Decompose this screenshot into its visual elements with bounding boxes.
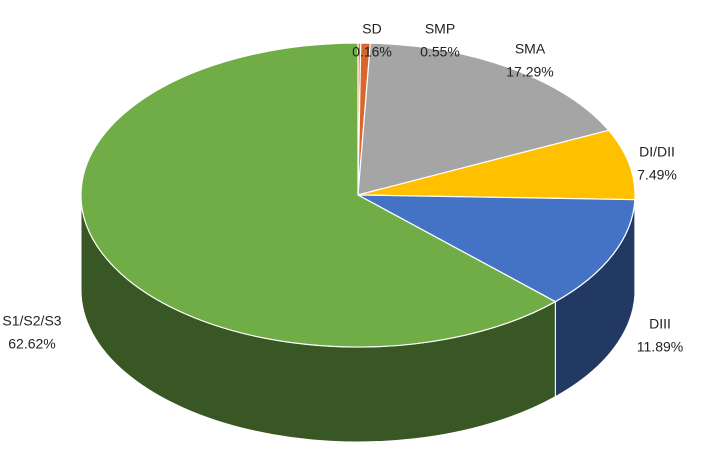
data-label-value: 11.89% [637, 339, 683, 355]
data-label-value: 17.29% [506, 64, 553, 80]
data-label-value: 62.62% [8, 336, 55, 352]
slice [357, 42, 610, 196]
data-label-name: SD [362, 21, 381, 37]
data-label-name: DI/DII [639, 144, 675, 160]
slice [357, 129, 636, 201]
data-label-name: DIII [649, 316, 671, 332]
data-label-value: 0.55% [420, 44, 460, 60]
data-label-value: 0.16% [352, 44, 392, 60]
data-label-name: SMP [425, 21, 455, 37]
slice [80, 42, 557, 348]
data-label-name: S1/S2/S3 [2, 313, 61, 329]
data-label-name: SMA [515, 41, 546, 57]
slice [357, 194, 636, 303]
data-label-value: 7.49% [637, 167, 677, 183]
